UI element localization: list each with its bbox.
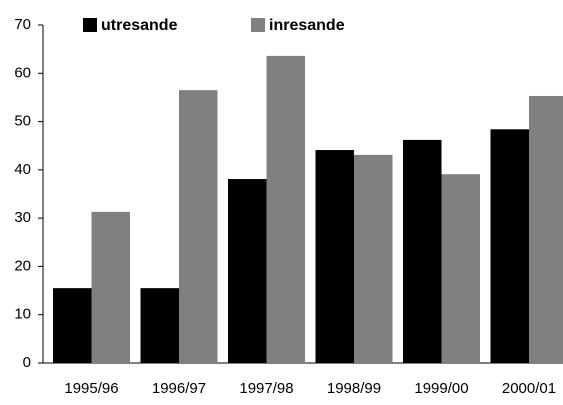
legend-label: inresande [269,17,345,34]
y-tick-label: 0 [23,354,31,371]
bar [529,95,563,363]
bar [228,179,267,363]
bar [403,139,442,363]
x-tick-label: 2000/01 [502,380,556,397]
bar [266,55,305,363]
y-tick-label: 60 [14,64,31,81]
y-tick-label: 40 [14,161,31,178]
y-tick-label: 50 [14,113,31,130]
bar [140,288,179,363]
bar [315,150,354,363]
x-tick-label: 1998/99 [327,380,381,397]
legend-swatch [83,18,97,32]
x-tick-label: 1995/96 [64,380,118,397]
legend-label: utresande [101,17,178,34]
bar [354,154,393,363]
y-tick-label: 30 [14,209,31,226]
x-tick-label: 1997/98 [239,380,293,397]
bar [179,90,218,363]
bar [490,129,529,363]
y-tick-label: 20 [14,257,31,274]
bar [441,174,480,363]
x-tick-label: 1996/97 [152,380,206,397]
bar [53,288,92,363]
x-tick-label: 1999/00 [414,380,468,397]
legend-swatch [251,18,265,32]
y-tick-label: 70 [14,16,31,33]
y-tick-label: 10 [14,306,31,323]
bar [91,211,130,363]
